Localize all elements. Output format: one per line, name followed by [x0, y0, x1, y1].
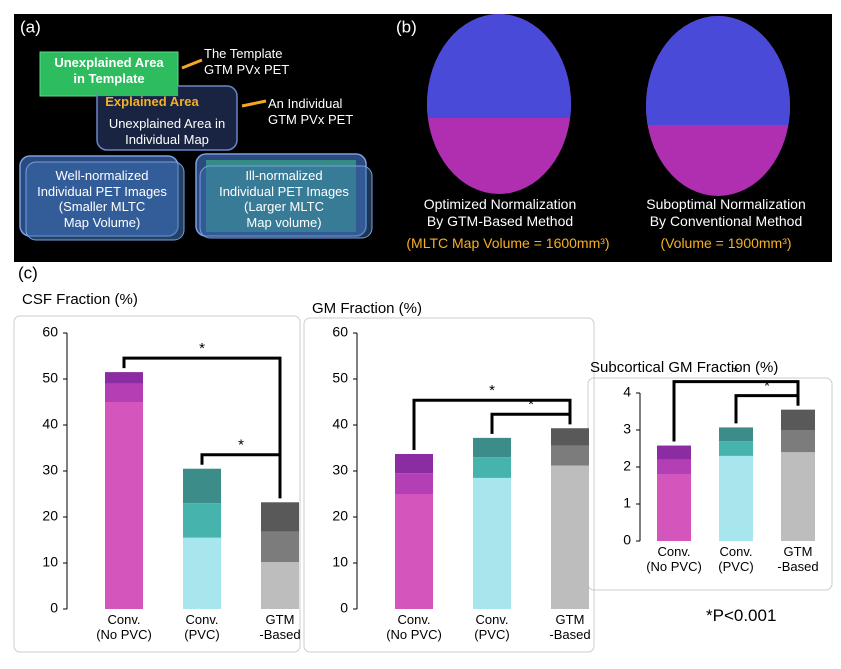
area-label: Unexplained Area in Template: [54, 55, 164, 86]
bar-segment: [781, 452, 815, 541]
y-tick-label: 60: [332, 324, 348, 340]
x-tick-label: GTM -Based: [549, 612, 591, 642]
x-tick-label: Conv. (PVC): [184, 612, 220, 642]
bar-segment: [781, 430, 815, 453]
y-tick-label: 40: [332, 416, 348, 432]
y-tick-label: 40: [42, 416, 58, 432]
bar-segment: [395, 494, 433, 609]
box-label: Ill-normalized Individual PET Images (La…: [219, 168, 349, 230]
bar-segment: [781, 409, 815, 430]
ill-box: [199, 165, 373, 239]
y-tick-label: 30: [42, 462, 58, 478]
bar-segment: [657, 445, 691, 460]
significance-label: *: [733, 364, 739, 381]
bar-segment: [395, 473, 433, 494]
bar-segment: [183, 537, 221, 609]
bar-segment: [105, 383, 143, 402]
x-tick-label: Conv. (PVC): [718, 544, 754, 574]
bar-segment: [183, 503, 221, 538]
significance-label: *: [528, 396, 534, 413]
x-tick-label: Conv. (No PVC): [386, 612, 442, 642]
y-tick-label: 20: [332, 508, 348, 524]
box-label: The Template GTM PVx PET: [204, 46, 290, 77]
brain: [427, 14, 571, 118]
caption: (Volume = 1900mm³): [660, 235, 792, 251]
chart-frame: [13, 315, 301, 653]
significance-bracket: [200, 453, 282, 499]
panel-label: (a): [20, 17, 41, 36]
y-tick-label: 0: [623, 532, 631, 548]
bar-segment: [261, 502, 299, 532]
bar-segment: [473, 477, 511, 609]
bar-segment: [719, 441, 753, 456]
bar-segment: [183, 468, 221, 504]
x-tick-label: Conv. (No PVC): [646, 544, 702, 574]
significance-bracket: [122, 356, 282, 499]
bar-segment: [551, 445, 589, 466]
x-tick-label: GTM -Based: [259, 612, 301, 642]
y-tick-label: 50: [42, 370, 58, 386]
bar-segment: [473, 437, 511, 458]
significance-bracket: [672, 380, 800, 442]
caption: Optimized Normalization By GTM-Based Met…: [423, 196, 577, 229]
y-tick-label: 3: [623, 421, 631, 437]
y-tick-label: 2: [623, 458, 631, 474]
y-tick-label: 60: [42, 324, 58, 340]
y-tick-label: 10: [332, 554, 348, 570]
significance-label: *: [489, 382, 495, 399]
chart-frame: [303, 317, 595, 653]
y-tick-label: 50: [332, 370, 348, 386]
bar-segment: [473, 457, 511, 478]
box-label: Well-normalized Individual PET Images (S…: [37, 168, 167, 230]
y-tick-label: 4: [623, 384, 631, 400]
x-tick-label: Conv. (PVC): [474, 612, 510, 642]
significance-label: *: [238, 437, 244, 454]
bar-segment: [657, 474, 691, 541]
y-tick-label: 0: [50, 600, 58, 616]
arrow: [181, 58, 203, 70]
well-box: [25, 161, 185, 241]
y-tick-label: 0: [340, 600, 348, 616]
caption: Suboptimal Normalization By Conventional…: [646, 196, 806, 229]
x-tick-label: GTM -Based: [777, 544, 819, 574]
box-label: An Individual GTM PVx PET: [268, 96, 354, 127]
arrow: [241, 99, 267, 108]
bar-segment: [657, 459, 691, 475]
significance-label: *: [199, 340, 205, 357]
x-tick-label: Conv. (No PVC): [96, 612, 152, 642]
chart-title: CSF Fraction (%): [22, 291, 138, 308]
significance-label: *: [764, 378, 770, 395]
y-tick-label: 1: [623, 495, 631, 511]
brain: [646, 16, 790, 125]
significance-bracket: [412, 398, 572, 450]
caption: (MLTC Map Volume = 1600mm³): [406, 235, 610, 251]
area-label: Explained Area: [105, 94, 199, 109]
y-tick-label: 10: [42, 554, 58, 570]
bar-segment: [719, 427, 753, 442]
bar-segment: [105, 402, 143, 609]
bar-segment: [719, 455, 753, 541]
bar-segment: [395, 453, 433, 474]
y-tick-label: 30: [332, 462, 348, 478]
bar-segment: [551, 465, 589, 609]
y-tick-label: 20: [42, 508, 58, 524]
area-label: Unexplained Area in Individual Map: [108, 116, 226, 147]
significance-bracket: [490, 412, 572, 434]
bar-segment: [261, 531, 299, 563]
footnote: *P<0.001: [706, 606, 777, 625]
panel-label: (b): [396, 17, 417, 36]
bar-segment: [105, 372, 143, 384]
significance-bracket: [734, 394, 800, 424]
chart-title: Subcortical GM Fraction (%): [590, 359, 778, 376]
chart-title: GM Fraction (%): [312, 300, 422, 317]
overlap-box: [97, 86, 178, 96]
bar-segment: [261, 562, 299, 609]
bar-segment: [551, 428, 589, 446]
panel-label: (c): [18, 263, 38, 282]
